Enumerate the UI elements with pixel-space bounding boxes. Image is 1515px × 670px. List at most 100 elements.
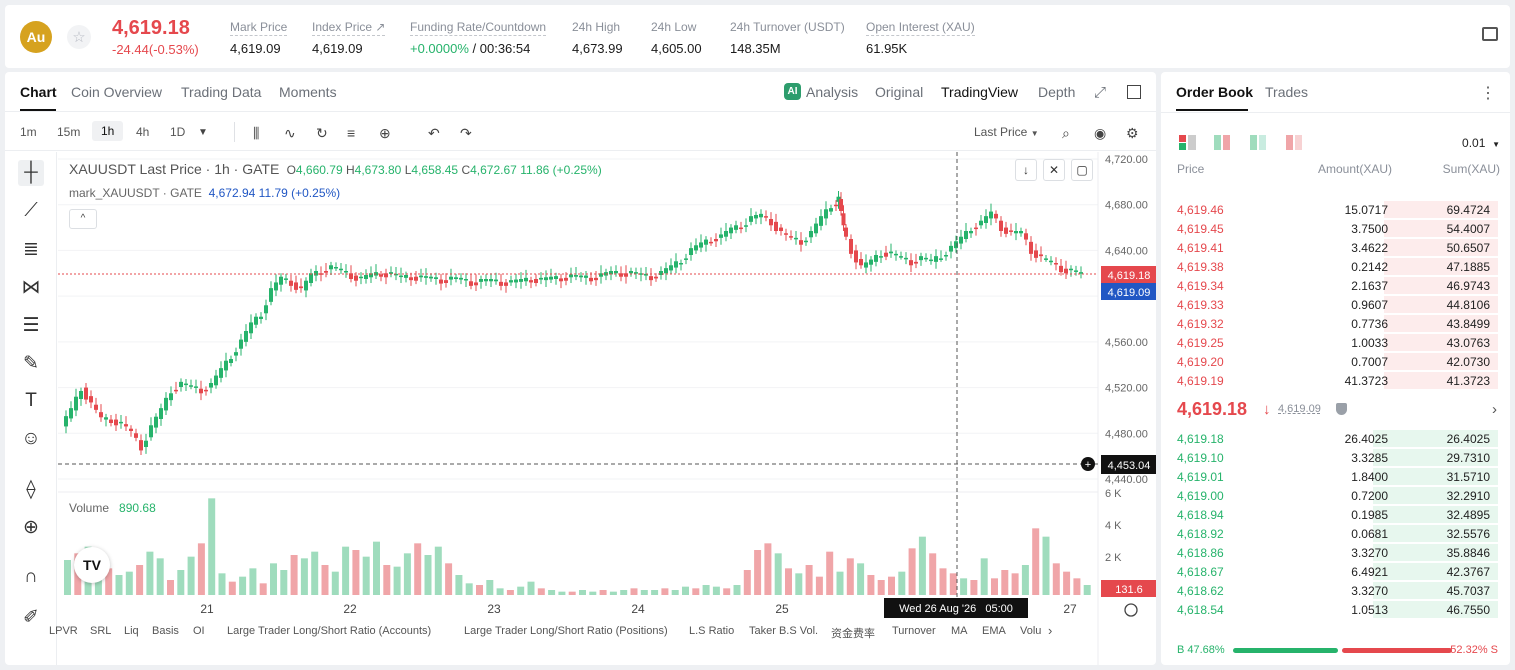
price-source-select[interactable]: Last Price ▼: [974, 125, 1039, 139]
bid-row[interactable]: 4,619.18 26.4025 26.4025: [1161, 429, 1510, 448]
text-icon[interactable]: T: [25, 390, 37, 411]
ask-row[interactable]: 4,619.20 0.7007 42.0730: [1161, 352, 1510, 371]
analysis-button[interactable]: Analysis: [806, 84, 859, 100]
chart-toolbar: 1m 15m 1h 4h 1D ▼ ⫼ ∿ ↻ ≡ ⊕ ↶ ↷ Last Pri…: [5, 113, 1156, 151]
indicator-oi[interactable]: OI: [193, 625, 205, 637]
templates-icon[interactable]: ≡: [347, 125, 356, 141]
ask-row[interactable]: 4,619.32 0.7736 43.8499: [1161, 314, 1510, 333]
indicator-ma[interactable]: MA: [951, 625, 968, 637]
tab-chart[interactable]: Chart: [20, 84, 57, 100]
tab-trading-data[interactable]: Trading Data: [181, 84, 262, 100]
indicator-basis[interactable]: Basis: [152, 625, 179, 637]
timeframe-15m[interactable]: 15m: [57, 125, 81, 139]
mid-price-row[interactable]: 4,619.18 ↓ 4,619.09 ›: [1177, 399, 1497, 423]
ask-row[interactable]: 4,619.41 3.4622 50.6507: [1161, 238, 1510, 257]
fib-icon[interactable]: ☰: [22, 314, 40, 336]
layout-both-icon[interactable]: [1179, 135, 1197, 151]
candlestick-chart[interactable]: 4,720.00 4,680.00 4,640.00 4,560.00 4,520.00…: [58, 152, 1156, 665]
precision-select[interactable]: 0.01 ▼: [1462, 136, 1500, 150]
horizontal-lines-icon[interactable]: ≣: [23, 238, 39, 260]
pencil-lock-icon[interactable]: ✐: [23, 606, 39, 628]
camera-icon[interactable]: ◉: [1094, 125, 1107, 141]
undo-icon[interactable]: ↶: [428, 125, 440, 141]
crosshair-icon[interactable]: ┼: [18, 160, 44, 186]
ask-row[interactable]: 4,619.46 15.0717 69.4724: [1161, 200, 1510, 219]
tradingview-button[interactable]: TradingView: [941, 84, 1019, 100]
bid-row[interactable]: 4,618.62 3.3270 45.7037: [1161, 581, 1510, 600]
indicator-taker-vol[interactable]: Taker B.S Vol.: [749, 625, 819, 637]
ask-row[interactable]: 4,619.34 2.1637 46.9743: [1161, 276, 1510, 295]
indicators-icon[interactable]: ∿: [284, 125, 296, 141]
bid-row[interactable]: 4,618.92 0.0681 32.5576: [1161, 524, 1510, 543]
star-icon[interactable]: ☆: [67, 25, 91, 49]
indicator-ls-accounts[interactable]: Large Trader Long/Short Ratio (Accounts): [227, 625, 432, 637]
indicator-ls-ratio[interactable]: L.S Ratio: [689, 625, 735, 637]
indicator-ls-positions[interactable]: Large Trader Long/Short Ratio (Positions…: [464, 625, 668, 637]
stat-open-interest[interactable]: Open Interest (XAU) 61.95K: [866, 18, 975, 56]
layout-red-icon[interactable]: [1286, 135, 1304, 151]
search-icon[interactable]: ⌕: [1062, 125, 1070, 141]
settings-icon[interactable]: ⚙: [1126, 125, 1139, 141]
ruler-icon[interactable]: ⟠: [26, 478, 36, 500]
timeframe-1m[interactable]: 1m: [20, 125, 37, 139]
bid-row[interactable]: 4,618.94 0.1985 32.4895: [1161, 505, 1510, 524]
ask-row[interactable]: 4,619.38 0.2142 47.1885: [1161, 257, 1510, 276]
zoom-in-icon[interactable]: ⊕: [23, 516, 39, 538]
chevron-right-icon[interactable]: ›: [1048, 623, 1053, 638]
chart-area[interactable]: 4,720.00 4,680.00 4,640.00 4,560.00 4,520.00…: [58, 152, 1156, 665]
close-icon[interactable]: ✕: [1043, 159, 1065, 181]
ask-row[interactable]: 4,619.45 3.7500 54.4007: [1161, 219, 1510, 238]
tradingview-logo[interactable]: TV: [74, 547, 110, 583]
indicator-ema[interactable]: EMA: [982, 625, 1006, 637]
maximize-icon[interactable]: ▢: [1071, 159, 1093, 181]
bid-row[interactable]: 4,619.00 0.7200 32.2910: [1161, 486, 1510, 505]
indicator-liq[interactable]: Liq: [124, 625, 139, 637]
timeframe-1d[interactable]: 1D: [170, 125, 186, 139]
indicator-funding-rate[interactable]: 资金费率: [831, 628, 875, 640]
indicator-volume[interactable]: Volu: [1020, 625, 1042, 637]
brush-icon[interactable]: ✎: [23, 352, 39, 374]
download-icon[interactable]: ↓: [1015, 159, 1037, 181]
compare-icon[interactable]: ↻: [316, 125, 328, 141]
stat-mark-price[interactable]: Mark Price 4,619.09: [230, 18, 288, 56]
layout-bids-icon[interactable]: [1250, 135, 1268, 151]
bid-row[interactable]: 4,619.01 1.8400 31.5710: [1161, 467, 1510, 486]
candle-body: [354, 275, 358, 281]
ask-row[interactable]: 4,619.33 0.9607 44.8106: [1161, 295, 1510, 314]
magnet-icon[interactable]: ∩: [24, 566, 38, 587]
emoji-icon[interactable]: ☺: [21, 428, 41, 449]
tab-trades[interactable]: Trades: [1265, 84, 1309, 100]
indicator-srl[interactable]: SRL: [90, 625, 112, 637]
add-indicator-icon[interactable]: ⊕: [379, 125, 391, 141]
layout-asks-icon[interactable]: [1214, 135, 1232, 151]
stat-funding-rate[interactable]: Funding Rate/Countdown +0.0000% / 00:36:…: [410, 18, 547, 56]
tab-order-book[interactable]: Order Book: [1176, 84, 1254, 100]
ask-row[interactable]: 4,619.25 1.0033 43.0763: [1161, 333, 1510, 352]
chevron-right-icon[interactable]: ›: [1492, 401, 1497, 418]
indicator-lpvr[interactable]: LPVR: [49, 625, 78, 637]
timeframe-dropdown-icon[interactable]: ▼: [198, 127, 208, 138]
collapse-legend-button[interactable]: ^: [69, 209, 97, 229]
expand-icon[interactable]: ⤢: [1094, 84, 1107, 101]
candles-icon[interactable]: ⫼: [253, 125, 260, 141]
depth-button[interactable]: Depth: [1038, 84, 1076, 100]
bid-row[interactable]: 4,619.10 3.3285 29.7310: [1161, 448, 1510, 467]
bid-row[interactable]: 4,618.86 3.3270 35.8846: [1161, 543, 1510, 562]
window-icon[interactable]: [1127, 85, 1141, 99]
redo-icon[interactable]: ↷: [460, 125, 472, 141]
trend-line-icon[interactable]: ⟋: [24, 200, 38, 221]
tab-moments[interactable]: Moments: [279, 84, 337, 100]
tab-coin-overview[interactable]: Coin Overview: [71, 84, 163, 100]
ask-row[interactable]: 4,619.19 41.3723 41.3723: [1161, 371, 1510, 390]
stat-index-price[interactable]: Index Price ↗ 4,619.09: [312, 18, 386, 56]
book-icon[interactable]: [1482, 27, 1498, 41]
bid-amount: 26.4025: [1344, 432, 1388, 446]
bid-row[interactable]: 4,618.67 6.4921 42.3767: [1161, 562, 1510, 581]
original-button[interactable]: Original: [875, 84, 924, 100]
more-icon[interactable]: ⋮: [1480, 85, 1496, 102]
indicator-turnover[interactable]: Turnover: [892, 625, 936, 637]
timeframe-4h[interactable]: 4h: [136, 125, 150, 139]
pattern-icon[interactable]: ⋈: [21, 276, 41, 298]
bid-row[interactable]: 4,618.54 1.0513 46.7550: [1161, 600, 1510, 619]
timeframe-1h[interactable]: 1h: [92, 121, 124, 141]
